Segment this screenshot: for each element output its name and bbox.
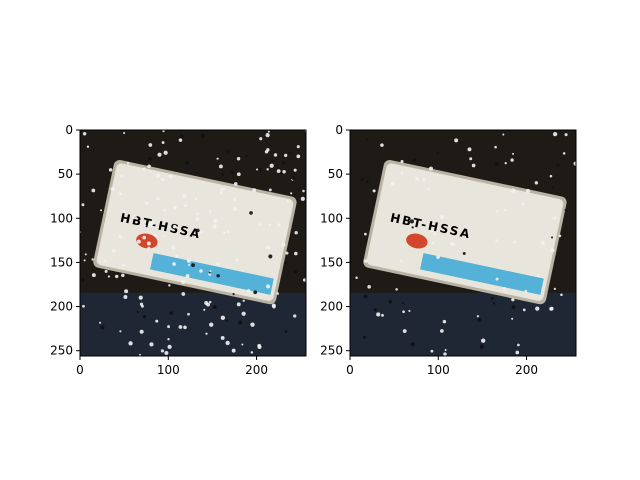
- plate-blue-stripe: [150, 253, 274, 295]
- left-image-panel: HBT-HSSA: [79, 129, 307, 357]
- x-tick-label: 0: [346, 363, 354, 377]
- y-tick-label: 50: [58, 167, 73, 181]
- x-tick-label: 100: [427, 363, 450, 377]
- y-tick-label: 200: [320, 300, 343, 314]
- plate-body: [96, 163, 294, 301]
- y-tick-label: 250: [50, 344, 73, 358]
- plate-red-mark: [136, 233, 158, 249]
- license-plate: HBT-HSSA: [363, 160, 567, 305]
- y-tick-label: 150: [320, 255, 343, 269]
- y-tick-label: 200: [50, 300, 73, 314]
- y-tick-label: 250: [320, 344, 343, 358]
- x-tick-label: 100: [157, 363, 180, 377]
- x-tick-label: 200: [515, 363, 538, 377]
- plate-blue-stripe: [420, 253, 544, 295]
- image-frame: [349, 129, 577, 357]
- plate-red-mark: [406, 233, 428, 249]
- y-tick-label: 0: [335, 123, 343, 137]
- x-tick-label: 0: [76, 363, 84, 377]
- plate-body: [366, 163, 564, 301]
- x-tick-label: 200: [245, 363, 268, 377]
- left-axis-ticks: 0 100 200 0 50 100 150 200 250: [50, 123, 268, 377]
- y-tick-label: 0: [65, 123, 73, 137]
- y-tick-label: 100: [320, 211, 343, 225]
- license-plate: HBT-HSSA: [93, 160, 297, 305]
- y-tick-label: 150: [50, 255, 73, 269]
- image-frame: [79, 129, 307, 357]
- right-axis-ticks: 0 100 200 0 50 100 150 200 250: [320, 123, 538, 377]
- right-image-panel: HBT-HSSA: [349, 129, 577, 357]
- y-tick-label: 100: [50, 211, 73, 225]
- y-tick-label: 50: [328, 167, 343, 181]
